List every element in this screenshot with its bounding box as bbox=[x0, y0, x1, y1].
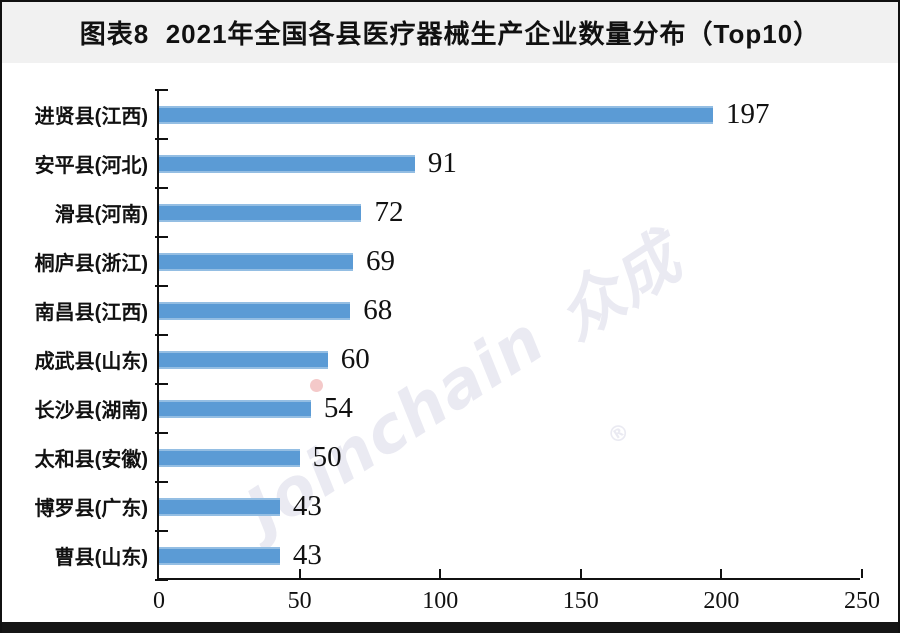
bar bbox=[159, 301, 351, 320]
value-label: 43 bbox=[292, 539, 322, 571]
y-axis-tick bbox=[155, 383, 168, 385]
y-axis-tick bbox=[155, 89, 168, 91]
chart-title: 图表8 2021年全国各县医疗器械生产企业数量分布（Top10） bbox=[79, 19, 821, 49]
chart-row: 太和县(安徽) 50 bbox=[35, 433, 860, 482]
y-axis-tick bbox=[155, 579, 168, 581]
category-label: 博罗县(广东) bbox=[34, 498, 148, 520]
value-label: 50 bbox=[312, 441, 342, 473]
bar bbox=[159, 546, 280, 565]
x-axis-tick-label: 150 bbox=[562, 588, 599, 614]
value-label: 68 bbox=[363, 294, 393, 326]
bar bbox=[159, 448, 300, 467]
bar bbox=[159, 203, 362, 222]
bar bbox=[159, 350, 328, 369]
value-label: 69 bbox=[366, 245, 396, 277]
y-axis-tick bbox=[155, 334, 168, 336]
category-label: 成武县(山东) bbox=[34, 351, 148, 373]
x-axis-tick-label: 200 bbox=[703, 588, 740, 614]
y-axis-tick bbox=[155, 236, 168, 238]
title-band: 图表8 2021年全国各县医疗器械生产企业数量分布（Top10） bbox=[2, 2, 898, 63]
category-label: 桐庐县(浙江) bbox=[34, 253, 148, 275]
y-axis-tick bbox=[155, 285, 168, 287]
chart-row: 成武县(山东) 60 bbox=[35, 335, 860, 384]
y-axis-tick bbox=[155, 432, 168, 434]
bottom-border bbox=[2, 622, 898, 633]
category-label: 长沙县(湖南) bbox=[34, 400, 148, 422]
y-axis-tick bbox=[155, 481, 168, 483]
x-axis-tick-label: 250 bbox=[844, 588, 880, 614]
x-axis-tick bbox=[298, 569, 301, 578]
value-label: 72 bbox=[374, 196, 404, 228]
bar bbox=[159, 497, 280, 516]
value-label: 91 bbox=[427, 147, 457, 179]
chart-row: 滑县(河南) 72 bbox=[55, 188, 860, 237]
category-label: 进贤县(江西) bbox=[34, 106, 148, 128]
value-label: 43 bbox=[292, 490, 322, 522]
category-label: 曹县(山东) bbox=[54, 547, 148, 569]
chart-row: 曹县(山东) 43 bbox=[55, 531, 860, 580]
y-axis-tick bbox=[155, 138, 168, 140]
category-label: 安平县(河北) bbox=[34, 155, 148, 177]
x-axis-tick bbox=[579, 569, 582, 578]
category-label: 南昌县(江西) bbox=[34, 302, 148, 324]
x-axis-tick-label: 0 bbox=[153, 588, 165, 614]
x-axis-tick bbox=[720, 569, 723, 578]
chart-row: 进贤县(江西) 197 bbox=[35, 90, 860, 139]
y-axis-tick bbox=[155, 187, 168, 189]
value-label: 54 bbox=[323, 392, 353, 424]
chart-row: 南昌县(江西) 68 bbox=[35, 286, 860, 335]
bar bbox=[159, 399, 311, 418]
plot-area: 进贤县(江西) 197 安平县(河北) 91 滑县(河南) 72 桐庐县(浙江) 69 南昌县(… bbox=[35, 89, 880, 614]
category-label: 太和县(安徽) bbox=[34, 449, 148, 471]
bar bbox=[159, 154, 415, 173]
chart-row: 安平县(河北) 91 bbox=[35, 139, 860, 188]
chart-row: 桐庐县(浙江) 69 bbox=[35, 237, 860, 286]
bar bbox=[159, 252, 354, 271]
value-label: 60 bbox=[340, 343, 370, 375]
category-label: 滑县(河南) bbox=[54, 204, 148, 226]
bar bbox=[159, 105, 713, 124]
chart-row: 长沙县(湖南) 54 bbox=[35, 384, 860, 433]
x-axis-tick-label: 100 bbox=[422, 588, 459, 614]
x-axis-tick-label: 50 bbox=[287, 588, 312, 614]
x-axis-tick bbox=[439, 569, 442, 578]
y-axis-tick bbox=[155, 530, 168, 532]
chart-area: Joinchain ® 众成 进贤县(江西) 197 安平县(河北) 91 滑县(河南) 72… bbox=[2, 63, 898, 622]
chart-row: 博罗县(广东) 43 bbox=[35, 482, 860, 531]
value-label: 197 bbox=[725, 98, 770, 130]
x-axis-tick bbox=[861, 569, 863, 578]
